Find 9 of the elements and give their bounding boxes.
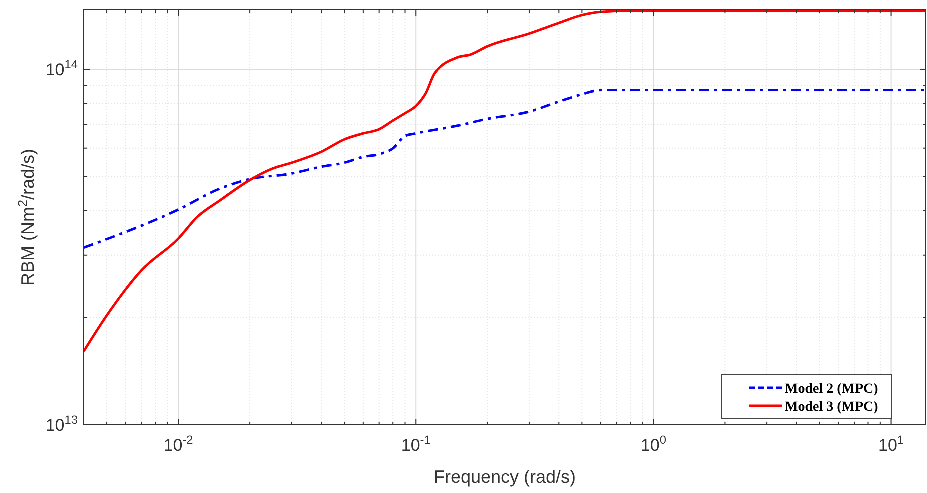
x-axis-title: Frequency (rad/s) (434, 467, 576, 487)
y-tick-label: 10$^{13}$ (46, 413, 78, 435)
x-tick-label: 10$^{-2}$ (164, 433, 194, 455)
legend-label: Model 3 (MPC) (785, 400, 879, 415)
x-tick-label: 10$^{1}$ (878, 433, 904, 455)
x-tick-label: 10$^{-1}$ (401, 433, 432, 455)
x-tick-label: 10$^{0}$ (640, 433, 667, 455)
legend-label: Model 2 (MPC) (785, 382, 879, 397)
y-tick-label: 10$^{14}$ (46, 57, 78, 80)
